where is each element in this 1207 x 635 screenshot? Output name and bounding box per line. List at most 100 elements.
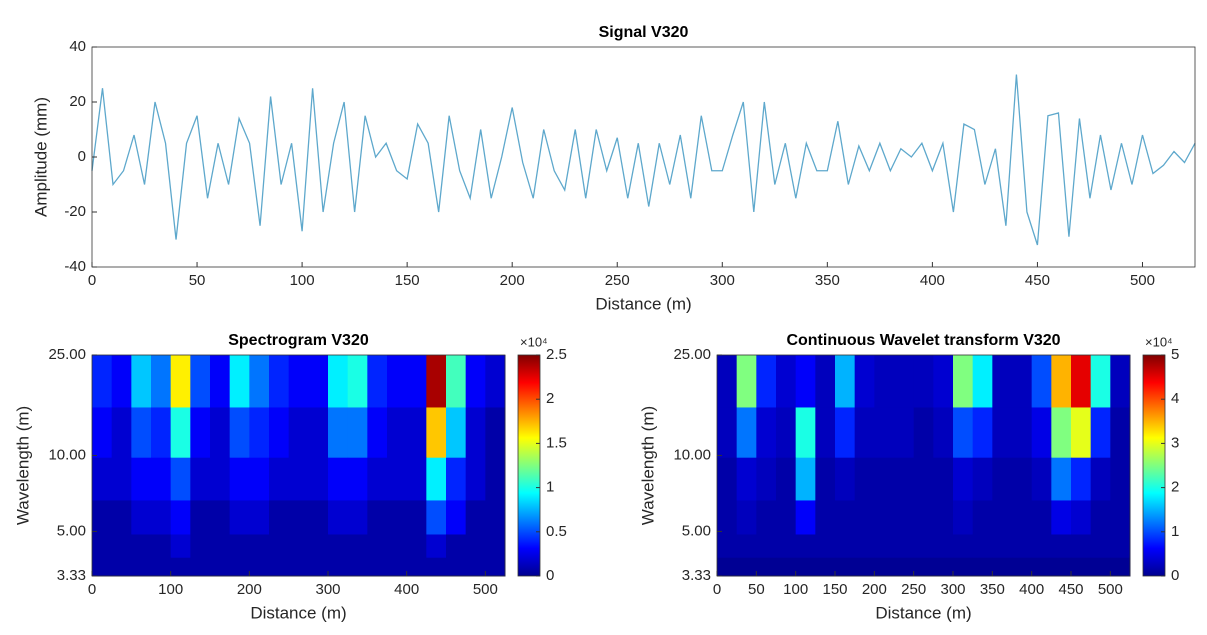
x-tick-label: 200: [862, 581, 887, 598]
heatmap-cell: [387, 500, 408, 535]
heatmap-cell: [288, 534, 309, 559]
colorbar-multiplier: ×10⁴: [520, 334, 548, 349]
heatmap-cell: [835, 500, 856, 535]
heatmap-cell: [756, 534, 777, 559]
y-tick-label: 20: [69, 93, 86, 110]
colorbar-tick-label: 0.5: [546, 523, 567, 540]
heatmap-cell: [894, 355, 915, 408]
heatmap-cell: [1051, 557, 1072, 577]
x-tick-label: 250: [605, 272, 630, 289]
heatmap-cell: [1110, 534, 1131, 559]
heatmap-cell: [992, 355, 1013, 408]
x-tick-label: 350: [815, 272, 840, 289]
heatmap-cell: [151, 457, 172, 501]
heatmap-cell: [347, 500, 368, 535]
heatmap-cell: [913, 355, 934, 408]
heatmap-cell: [288, 355, 309, 408]
heatmap-cell: [308, 457, 329, 501]
heatmap-cell: [874, 557, 895, 577]
heatmap-cell: [367, 355, 388, 408]
heatmap-cell: [131, 534, 152, 559]
heatmap-cell: [170, 500, 191, 535]
heatmap-cell: [1012, 557, 1033, 577]
heatmap-cell: [229, 457, 250, 501]
heatmap-cell: [953, 557, 974, 577]
heatmap-cell: [756, 557, 777, 577]
y-tick-label: 5.00: [57, 522, 86, 539]
plot-frame: [91, 46, 1196, 268]
x-tick-label: 400: [920, 272, 945, 289]
heatmap-cell: [269, 557, 290, 577]
x-tick-label: 200: [237, 581, 262, 598]
x-axis-label: Distance (m): [250, 603, 346, 622]
x-tick-label: 500: [473, 581, 498, 598]
heatmap-cell: [776, 557, 797, 577]
heatmap-cell: [347, 534, 368, 559]
heatmap-cell: [717, 534, 738, 559]
heatmap-cell: [894, 407, 915, 459]
heatmap-cell: [972, 534, 993, 559]
heatmap-cell: [874, 355, 895, 408]
heatmap-cell: [972, 557, 993, 577]
heatmap-cell: [972, 500, 993, 535]
heatmap-cell: [92, 407, 113, 459]
heatmap-cell: [854, 457, 875, 501]
heatmap-cell: [406, 407, 427, 459]
y-tick-label: 0: [78, 148, 86, 165]
heatmap-cell: [776, 457, 797, 501]
heatmap-cell: [426, 534, 447, 559]
heatmap-cell: [485, 557, 506, 577]
heatmap-cell: [1031, 534, 1052, 559]
colorbar-tick-label: 2: [546, 390, 554, 407]
x-tick-label: 100: [158, 581, 183, 598]
heatmap-cell: [387, 557, 408, 577]
colorbar-tick-label: 2.5: [546, 346, 567, 363]
heatmap-cell: [894, 534, 915, 559]
heatmap-cell: [406, 557, 427, 577]
heatmap-cell: [111, 557, 132, 577]
y-tick-label: 10.00: [673, 446, 711, 463]
heatmap-cell: [795, 355, 816, 408]
heatmap-cell: [367, 557, 388, 577]
heatmap-cell: [288, 407, 309, 459]
heatmap-cell: [736, 557, 757, 577]
heatmap-cell: [1012, 457, 1033, 501]
heatmap-cell: [992, 407, 1013, 459]
x-tick-label: 500: [1098, 581, 1123, 598]
heatmap-cell: [1110, 355, 1131, 408]
heatmap-cell: [913, 407, 934, 459]
heatmap-cell: [795, 557, 816, 577]
x-tick-label: 250: [901, 581, 926, 598]
x-tick-label: 100: [783, 581, 808, 598]
heatmap-cell: [854, 500, 875, 535]
heatmap-cell: [933, 457, 954, 501]
heatmap-cell: [269, 500, 290, 535]
heatmap-cell: [717, 355, 738, 408]
heatmap-cell: [446, 457, 467, 501]
heatmap-cell: [229, 500, 250, 535]
heatmap-cell: [249, 557, 270, 577]
heatmap-cell: [953, 534, 974, 559]
heatmap-cell: [815, 557, 836, 577]
heatmap-cell: [426, 500, 447, 535]
heatmap-cell: [92, 557, 113, 577]
colorbar: [517, 354, 541, 577]
heatmap-cell: [795, 457, 816, 501]
heatmap-cell: [1031, 457, 1052, 501]
heatmap-cell: [485, 407, 506, 459]
heatmap-cell: [131, 407, 152, 459]
heatmap-cell: [1110, 407, 1131, 459]
heatmap-cell: [776, 355, 797, 408]
heatmap-cell: [795, 534, 816, 559]
heatmap-cell: [328, 500, 349, 535]
heatmap-cell: [131, 500, 152, 535]
heatmap-cell: [387, 457, 408, 501]
heatmap-cell: [913, 457, 934, 501]
heatmap-cell: [894, 457, 915, 501]
heatmap-cell: [717, 557, 738, 577]
heatmap-cell: [446, 407, 467, 459]
heatmap-cell: [210, 457, 231, 501]
heatmap-cell: [347, 355, 368, 408]
heatmap-cell: [387, 355, 408, 408]
